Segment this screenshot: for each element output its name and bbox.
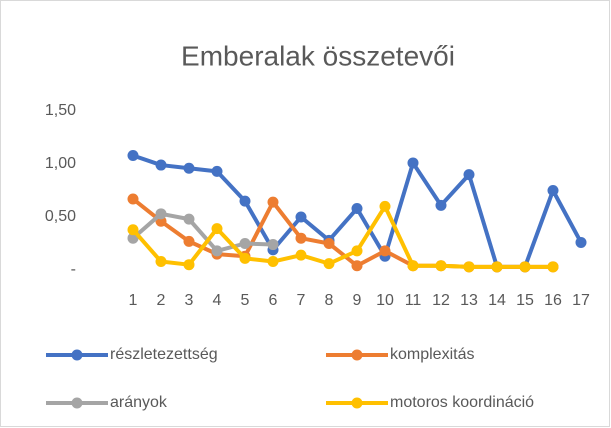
data-point bbox=[211, 245, 223, 257]
x-tick-label: 1 bbox=[129, 292, 138, 309]
data-point bbox=[239, 238, 251, 249]
data-point bbox=[323, 258, 335, 270]
data-point bbox=[295, 249, 307, 261]
data-point bbox=[295, 211, 307, 223]
data-point bbox=[211, 223, 223, 235]
x-tick-label: 15 bbox=[516, 292, 534, 309]
data-point bbox=[491, 261, 503, 273]
x-tick-label: 6 bbox=[269, 292, 278, 309]
data-point bbox=[267, 239, 279, 251]
legend-label: motoros koordináció bbox=[390, 394, 534, 411]
data-point bbox=[435, 199, 447, 211]
data-point bbox=[407, 157, 419, 169]
x-tick-label: 11 bbox=[405, 292, 422, 309]
x-tick-label: 13 bbox=[460, 292, 478, 309]
data-point bbox=[183, 259, 195, 271]
y-tick-label: 0,50 bbox=[45, 208, 76, 225]
data-point bbox=[155, 256, 167, 268]
data-point bbox=[267, 196, 279, 208]
y-tick-label: 1,00 bbox=[45, 155, 76, 172]
legend-label: arányok bbox=[110, 394, 168, 411]
y-tick-label: 1,50 bbox=[45, 102, 76, 119]
data-point bbox=[379, 200, 391, 212]
x-tick-label: 7 bbox=[297, 292, 306, 309]
x-tick-label: 3 bbox=[185, 292, 194, 309]
data-point bbox=[351, 260, 363, 272]
data-point bbox=[407, 260, 419, 272]
legend-label: komplexitás bbox=[390, 346, 474, 363]
data-point bbox=[547, 185, 559, 196]
data-point bbox=[183, 162, 195, 174]
data-point bbox=[155, 208, 167, 220]
x-tick-label: 14 bbox=[488, 292, 506, 309]
legend-marker bbox=[351, 349, 363, 361]
y-tick-label: - bbox=[71, 261, 76, 278]
data-point bbox=[239, 195, 251, 207]
data-point bbox=[435, 260, 447, 272]
data-point bbox=[211, 165, 223, 177]
x-tick-label: 2 bbox=[157, 292, 166, 309]
data-point bbox=[463, 169, 475, 181]
data-point bbox=[351, 203, 363, 215]
x-tick-label: 4 bbox=[213, 292, 222, 309]
data-point bbox=[519, 261, 531, 273]
x-tick-label: 12 bbox=[432, 292, 450, 309]
data-point bbox=[463, 261, 475, 273]
chart-title: Emberalak összetevői bbox=[181, 40, 455, 71]
legend-label: részletezettség bbox=[110, 346, 218, 363]
x-tick-label: 10 bbox=[376, 292, 394, 309]
data-point bbox=[323, 238, 335, 249]
x-tick-label: 5 bbox=[241, 292, 250, 309]
data-point bbox=[183, 235, 195, 247]
data-point bbox=[575, 236, 587, 248]
data-point bbox=[239, 252, 251, 264]
x-tick-label: 9 bbox=[353, 292, 362, 309]
legend-marker bbox=[71, 349, 83, 361]
data-point bbox=[547, 261, 559, 273]
data-point bbox=[127, 150, 139, 162]
data-point bbox=[295, 232, 307, 244]
data-point bbox=[155, 159, 167, 171]
legend-marker bbox=[351, 397, 363, 409]
data-point bbox=[351, 245, 363, 257]
x-tick-label: 17 bbox=[572, 292, 590, 309]
data-point bbox=[127, 193, 139, 205]
x-tick-label: 16 bbox=[544, 292, 562, 309]
data-point bbox=[267, 256, 279, 268]
series-line bbox=[131, 204, 553, 269]
x-tick-label: 8 bbox=[325, 292, 334, 309]
legend-marker bbox=[71, 397, 83, 409]
data-point bbox=[379, 245, 391, 257]
data-point bbox=[183, 213, 195, 225]
data-point bbox=[127, 224, 139, 236]
